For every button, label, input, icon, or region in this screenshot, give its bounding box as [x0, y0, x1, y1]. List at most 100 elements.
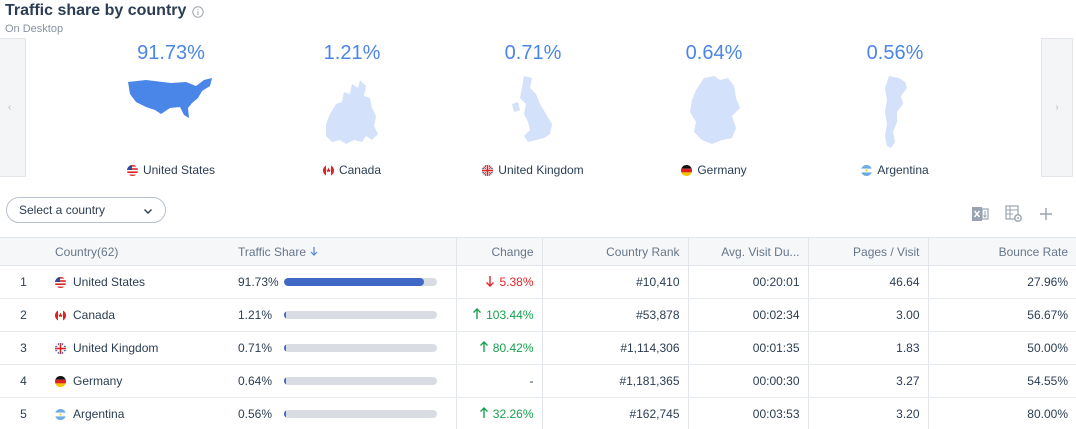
pages-per-visit-cell: 3.27 — [807, 364, 928, 398]
country-name: United Kingdom — [73, 341, 159, 355]
country-carousel: 91.73% United States 1.21% Canada 0.71% — [30, 38, 1038, 177]
arrow-up-icon — [479, 340, 489, 356]
change-value: 80.42% — [492, 341, 534, 355]
avg-visit-header[interactable]: Avg. Visit Du... — [687, 237, 808, 266]
germany-flag-icon — [55, 375, 66, 387]
countries-table: Country(62) Traffic Share Change Country… — [0, 237, 1076, 429]
traffic-share-value: 1.21% — [238, 308, 273, 322]
arrow-down-icon — [485, 275, 495, 290]
pages-per-visit-cell: 1.83 — [807, 331, 928, 365]
traffic-share-bar-fill — [284, 410, 286, 418]
widget-subtitle: On Desktop — [5, 23, 64, 35]
row-index: 4 — [0, 364, 47, 398]
card-country-label: United States — [142, 163, 216, 177]
chevron-down-icon — [143, 205, 153, 219]
traffic-share-header[interactable]: Traffic Share — [230, 237, 456, 266]
us-flag-icon — [126, 164, 138, 176]
change-value: 103.44% — [486, 308, 534, 322]
country-card[interactable]: 0.56% Argentina — [805, 38, 985, 177]
change-cell: 5.38% — [455, 265, 542, 299]
traffic-share-bar-fill — [284, 311, 286, 319]
united-states-map-icon — [126, 74, 216, 129]
country-rank-cell: #1,181,365 — [541, 364, 688, 398]
traffic-share-cell: 91.73% — [230, 265, 456, 299]
country-rank-cell: #162,745 — [541, 397, 688, 429]
argentina-map-icon — [877, 74, 913, 155]
traffic-share-value: 91.73% — [238, 275, 279, 289]
canada-flag-icon — [55, 309, 66, 321]
card-country-label: United Kingdom — [498, 163, 584, 177]
table-row[interactable]: 2 Canada 1.21% 103.44% #53,878 00:02:34 3.00 56… — [0, 298, 1076, 332]
us-flag-icon — [55, 276, 66, 288]
country-select[interactable]: Select a country — [6, 197, 166, 223]
change-cell: 103.44% — [455, 298, 542, 332]
table-row[interactable]: 4 Germany 0.64% - #1,181,365 00:00:30 3.27 54.5… — [0, 364, 1076, 398]
bounce-rate-cell: 54.55% — [927, 364, 1076, 398]
germany-flag-icon — [681, 164, 693, 176]
avg-visit-cell: 00:00:30 — [687, 364, 808, 398]
bounce-rate-cell: 80.00% — [927, 397, 1076, 429]
country-card[interactable]: 91.73% United States — [81, 38, 261, 177]
carousel-prev-button[interactable]: ‹ — [0, 38, 26, 177]
traffic-share-header-label: Traffic Share — [238, 244, 307, 259]
country-name: Germany — [73, 374, 123, 388]
change-header[interactable]: Change — [455, 237, 542, 266]
country-select-label: Select a country — [19, 203, 106, 217]
pages-per-visit-cell: 46.64 — [807, 265, 928, 299]
card-share: 0.71% — [504, 42, 562, 64]
traffic-share-value: 0.56% — [238, 407, 273, 421]
traffic-share-bar — [284, 311, 437, 319]
arrow-up-icon — [479, 406, 489, 422]
sort-down-icon — [309, 245, 319, 259]
traffic-share-cell: 0.64% — [230, 364, 456, 398]
card-country: Germany — [624, 163, 804, 177]
country-cell[interactable]: Argentina — [47, 397, 230, 429]
argentina-flag-icon — [861, 164, 873, 176]
card-share: 1.21% — [323, 42, 381, 64]
country-cell[interactable]: Canada — [47, 298, 230, 332]
avg-visit-cell: 00:02:34 — [687, 298, 808, 332]
country-cell[interactable]: Germany — [47, 364, 230, 398]
country-header[interactable]: Country(62) — [47, 237, 230, 266]
avg-visit-cell: 00:01:35 — [687, 331, 808, 365]
change-value: 32.26% — [492, 407, 534, 421]
country-cell[interactable]: United Kingdom — [47, 331, 230, 365]
table-settings-icon[interactable] — [1004, 204, 1024, 224]
country-header-label: Country — [55, 244, 98, 259]
table-row[interactable]: 3 United Kingdom 0.71% 80.42% #1,114,306 00:0… — [0, 331, 1076, 365]
country-card[interactable]: 1.21% Canada — [262, 38, 442, 177]
add-icon[interactable] — [1036, 204, 1056, 224]
carousel-next-button[interactable]: › — [1041, 38, 1073, 177]
bounce-rate-header[interactable]: Bounce Rate — [927, 237, 1076, 266]
traffic-share-cell: 1.21% — [230, 298, 456, 332]
info-icon[interactable] — [192, 5, 205, 18]
bounce-rate-cell: 56.67% — [927, 298, 1076, 332]
widget-title-text: Traffic share by country — [5, 2, 187, 19]
widget-title: Traffic share by country — [5, 2, 205, 20]
country-rank-cell: #10,410 — [541, 265, 688, 299]
excel-export-icon[interactable] — [970, 204, 990, 224]
country-cell[interactable]: United States — [47, 265, 230, 299]
country-rank-cell: #1,114,306 — [541, 331, 688, 365]
card-share: 0.64% — [685, 42, 743, 64]
traffic-share-value: 0.71% — [238, 341, 273, 355]
argentina-flag-icon — [55, 408, 66, 420]
traffic-share-bar — [284, 278, 437, 286]
country-card[interactable]: 0.71% United Kingdom — [443, 38, 623, 177]
card-country: United Kingdom — [443, 163, 623, 177]
arrow-up-icon — [472, 307, 482, 323]
card-country-label: Argentina — [877, 163, 929, 177]
table-row[interactable]: 5 Argentina 0.56% 32.26% #162,745 00:03:53 3.2… — [0, 397, 1076, 429]
change-cell: 80.42% — [455, 331, 542, 365]
traffic-share-bar — [284, 377, 437, 385]
change-cell: 32.26% — [455, 397, 542, 429]
pages-per-visit-header[interactable]: Pages / Visit — [807, 237, 928, 266]
traffic-share-bar-fill — [284, 377, 286, 385]
country-card[interactable]: 0.64% Germany — [624, 38, 804, 177]
card-country: Canada — [262, 163, 442, 177]
row-index: 2 — [0, 298, 47, 332]
country-rank-cell: #53,878 — [541, 298, 688, 332]
country-rank-header[interactable]: Country Rank — [541, 237, 688, 266]
table-row[interactable]: 1 United States 91.73% 5.38% #10,410 00:20:01… — [0, 265, 1076, 299]
card-share: 91.73% — [137, 42, 205, 64]
